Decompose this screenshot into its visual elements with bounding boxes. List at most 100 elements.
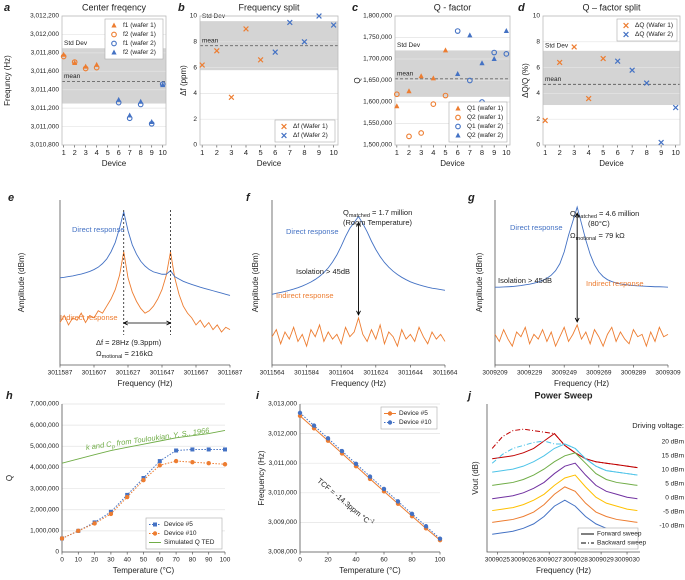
legend-label: Backward sweep [597,540,647,547]
x-axis-label: Frequency (Hz) [554,379,609,388]
legend-label: Device #10 [164,530,197,537]
y-tick-label: 4 [193,90,197,97]
x-tick-label: 60 [380,557,388,564]
x-tick-label: 9 [492,148,496,157]
annotation-text: Δf = 28Hz (9.3ppm) [96,338,162,347]
annotation-sup: -1 [368,518,376,526]
marker [339,448,345,454]
marker [423,524,429,529]
marker [76,528,81,534]
y-tick-label: 1,750,000 [363,34,392,41]
x-tick-label: 80 [189,557,197,564]
x-tick-label: 10 [502,148,510,157]
axes [271,200,445,366]
y-tick-label: 1,500,000 [363,142,392,149]
y-tick-label: 0 [55,549,59,556]
y-tick-label: 2 [536,116,540,123]
marker [272,49,279,55]
marker [381,486,387,492]
y-tick-label: 1,800,000 [363,13,392,20]
marker [316,13,322,19]
y-axis-label: Vout (dB) [471,461,480,495]
x-tick-label: 10 [329,148,337,157]
y-tick-label: 5,000,000 [30,443,59,450]
annotation-after: = 1.7 million [370,208,412,217]
x-tick-label: 4 [95,148,99,157]
marker [82,65,89,72]
axes [299,404,440,553]
y-tick-label: 6 [536,64,540,71]
chart-title: Q - factor [434,2,472,12]
y-tick-label: 8 [193,39,197,46]
marker [111,22,117,28]
legend-label: ΔQ (Wafer 1) [635,22,673,29]
x-axis-label: Frequency (Hz) [331,379,386,388]
x-tick-label: 100 [220,557,231,564]
x-tick-label: 4 [431,148,435,157]
marker [455,71,461,77]
marker [213,48,220,54]
x-tick-label: 40 [352,557,360,564]
series-line [495,205,669,288]
y-tick-label: 3,012,000 [268,430,297,437]
x-tick-label: 9 [659,148,663,157]
y-tick-label: 10 [190,13,198,20]
annotation: (80°C) [588,219,610,228]
y-axis-label: Amplitude (dBm) [475,252,484,312]
marker [387,411,393,416]
y-axis-label: Q [353,77,362,83]
annotation: Qmatched = 1.7 million [343,208,412,219]
legend-label: f1 (wafer 1) [123,22,156,29]
x-tick-label: 10 [671,148,679,157]
x-tick-label: 6 [273,148,277,157]
marker [437,536,443,541]
marker [286,19,293,26]
x-tick-label: 3011624 [363,370,388,377]
marker [330,22,337,28]
annotation-text: Indirect response [60,313,118,322]
x-tick-label: 3011664 [433,370,458,377]
annotation: Ωmotional = 216kΩ [96,349,153,360]
marker [93,64,100,71]
legend-label: Simulated Q TED [164,539,215,546]
marker [138,98,144,104]
x-tick-label: 8 [302,148,306,157]
marker [409,511,415,517]
annotation: (Room Temperature) [343,218,413,227]
chart-title: Frequency split [238,2,300,12]
marker [491,56,497,61]
marker [281,132,287,139]
annotation: Δf = 28Hz (9.3ppm) [96,338,162,347]
marker [243,26,249,32]
annotation-text: Q [343,208,349,217]
marker [206,461,211,466]
panel-c: c Q - factor 1,500,000 1,550,000 1,600,000 1,… [352,2,511,168]
y-tick-label: 3,011,200 [31,105,60,112]
annotation-text: Direct response [286,227,339,236]
x-tick-label: 8 [139,148,143,157]
forward-sweep [492,452,638,486]
marker [160,82,166,88]
y-tick-label: 3,011,600 [31,68,60,75]
legend-label: f2 (wafer 1) [123,31,156,38]
x-tick-label: 3009309 [655,370,681,377]
marker [466,77,473,84]
marker [585,95,592,102]
marker [556,59,563,66]
x-tick-label: 40 [124,557,132,564]
marker [353,461,359,466]
mean-label: mean [545,76,562,83]
chart-title: Center freqency [82,2,147,12]
annotation-sub: matched [349,213,370,219]
marker [206,447,211,452]
panel-letter: h [6,390,13,402]
annotation: Isolation > 45dB [498,276,552,285]
x-tick-label: 3011587 [48,370,73,377]
x-tick-label: 50 [140,557,148,564]
x-axis-label: Device [102,159,127,168]
marker [629,67,635,74]
annotation: Qmatched = 4.6 million [570,209,639,220]
marker [503,28,509,34]
x-tick-label: 3009030 [614,557,640,564]
legend-label: Δf (Wafer 2) [293,132,328,139]
